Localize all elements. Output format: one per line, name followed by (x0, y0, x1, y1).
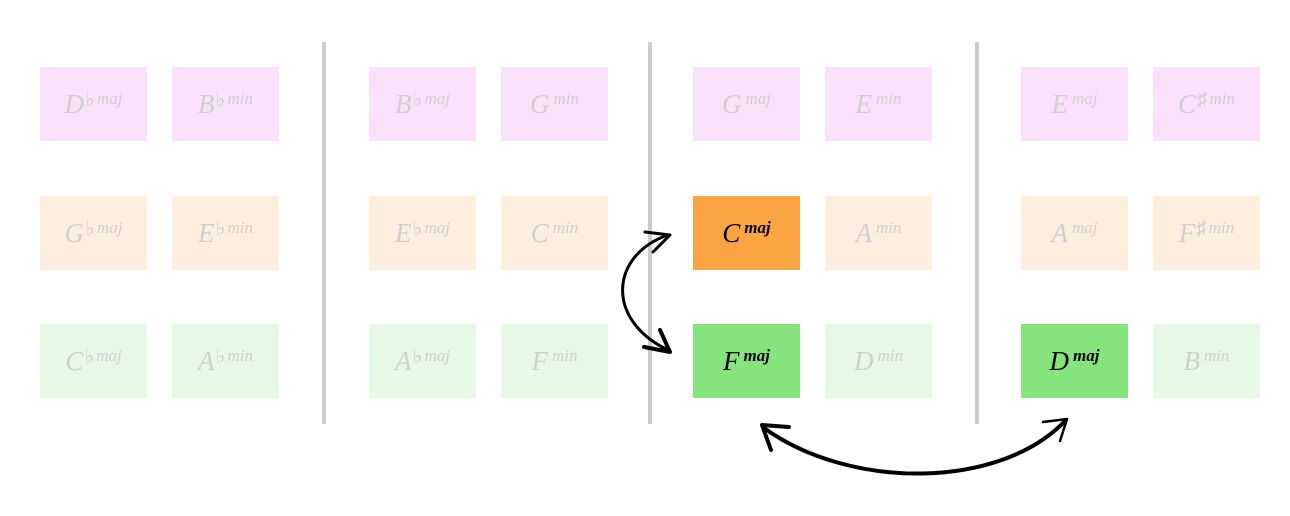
chord-quality: maj (1072, 88, 1098, 108)
column-divider (322, 42, 326, 424)
chord-root: D (854, 345, 874, 376)
chord-root: B (395, 88, 412, 119)
chord-root: D (1049, 345, 1070, 376)
chord-root: C (722, 217, 741, 248)
chord-a-flat-min[interactable]: A ♭ min (172, 324, 279, 398)
chord-d-flat-maj[interactable]: D ♭ maj (40, 67, 147, 141)
chord-root: E (395, 217, 412, 248)
chord-root: G (722, 88, 742, 119)
arrowhead-f-maj-bottom (760, 423, 791, 452)
chord-quality: min (227, 345, 253, 365)
arrowhead-d-maj (1041, 417, 1069, 443)
chord-b-flat-min[interactable]: B ♭ min (172, 67, 279, 141)
chord-a-flat-maj[interactable]: A ♭ maj (369, 324, 476, 398)
arrow-f-to-d (762, 418, 1068, 476)
flat-sign: ♭ (412, 215, 423, 240)
chord-quality: min (1204, 345, 1230, 365)
column-divider (975, 42, 979, 424)
chord-quality: maj (96, 217, 123, 237)
flat-sign: ♭ (215, 215, 226, 240)
chord-root: F (1178, 217, 1196, 248)
chord-root: E (855, 88, 873, 119)
chord-quality: maj (744, 217, 771, 237)
chord-root: C (1177, 88, 1196, 119)
chord-quality: min (877, 345, 904, 365)
chord-root: G (530, 88, 550, 119)
chord-root: F (531, 345, 549, 376)
chord-b-flat-maj[interactable]: B ♭ maj (369, 67, 476, 141)
chord-root: F (723, 345, 740, 376)
chord-quality: maj (743, 345, 770, 365)
chord-root: C (530, 217, 549, 248)
chord-e-flat-maj[interactable]: E ♭ maj (369, 196, 476, 270)
chord-root: A (855, 217, 873, 248)
chord-quality: maj (424, 88, 450, 108)
chord-root: C (65, 345, 84, 376)
flat-sign: ♭ (412, 86, 423, 111)
chord-quality: min (1209, 88, 1236, 108)
arrow-c-to-f (621, 233, 670, 352)
flat-sign: ♭ (412, 343, 423, 368)
chord-root: A (395, 345, 412, 376)
chord-quality: min (552, 217, 579, 237)
chord-root: E (198, 217, 215, 248)
flat-sign: ♭ (84, 343, 95, 368)
chord-root: B (198, 88, 215, 119)
chord-quality: maj (1072, 217, 1098, 237)
chord-quality: min (876, 217, 902, 237)
chord-c-flat-maj[interactable]: C ♭ maj (40, 324, 147, 398)
chord-root: E (1051, 88, 1069, 119)
chord-quality: min (227, 217, 253, 237)
chord-root: A (1051, 217, 1069, 248)
chord-quality: maj (96, 345, 122, 365)
arrowhead-f-maj (642, 328, 672, 354)
chord-c-sharp-min[interactable]: C ♯ min (1153, 67, 1260, 141)
chord-quality: min (1208, 217, 1235, 237)
flat-sign: ♭ (85, 215, 95, 240)
chord-quality: maj (424, 345, 450, 365)
arrowhead-c-maj (643, 230, 672, 254)
chord-root: D (64, 88, 85, 119)
chord-quality: min (552, 345, 578, 365)
flat-sign: ♭ (215, 86, 226, 111)
chord-quality: min (227, 88, 253, 108)
flat-sign: ♭ (85, 86, 95, 111)
chord-g-flat-maj[interactable]: G ♭ maj (40, 196, 147, 270)
chord-quality: maj (745, 88, 772, 108)
sharp-sign: ♯ (1197, 86, 1208, 111)
chord-root: B (1183, 345, 1201, 376)
flat-sign: ♭ (215, 343, 226, 368)
chord-f-sharp-min[interactable]: F ♯ min (1153, 196, 1260, 270)
chord-quality: maj (424, 217, 450, 237)
chord-root: A (198, 345, 215, 376)
chord-e-flat-min[interactable]: E ♭ min (172, 196, 279, 270)
chord-quality: min (876, 88, 902, 108)
chord-quality: maj (96, 88, 123, 108)
chord-root: G (64, 217, 85, 248)
chord-quality: maj (1073, 345, 1100, 365)
sharp-sign: ♯ (1196, 215, 1207, 240)
chord-quality: min (553, 88, 580, 108)
